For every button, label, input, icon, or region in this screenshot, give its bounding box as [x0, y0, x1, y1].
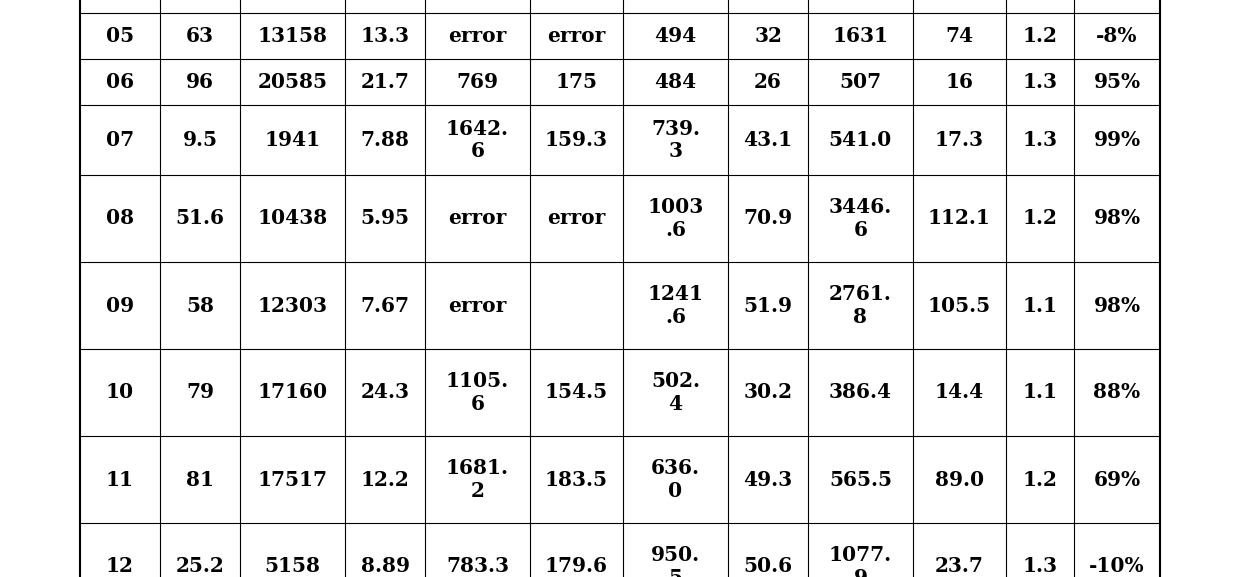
Text: 5158: 5158	[264, 556, 320, 576]
Text: 1.3: 1.3	[1023, 556, 1058, 576]
Text: 7.67: 7.67	[361, 295, 409, 316]
Text: 98%: 98%	[1094, 208, 1141, 228]
Text: 74: 74	[945, 26, 973, 46]
Text: 32: 32	[754, 26, 782, 46]
Text: 13158: 13158	[258, 26, 327, 46]
Text: 20585: 20585	[258, 72, 327, 92]
Text: 1077.
9: 1077. 9	[828, 545, 892, 577]
Text: 159.3: 159.3	[546, 130, 608, 150]
Text: 88%: 88%	[1094, 383, 1141, 403]
Text: 06: 06	[105, 72, 134, 92]
Text: 26: 26	[754, 72, 782, 92]
Text: 12: 12	[107, 556, 134, 576]
Text: 1.2: 1.2	[1023, 26, 1058, 46]
Text: 09: 09	[105, 295, 134, 316]
Text: error: error	[547, 26, 605, 46]
Text: error: error	[449, 295, 507, 316]
Text: 16: 16	[945, 72, 973, 92]
Text: 541.0: 541.0	[828, 130, 892, 150]
Text: 89.0: 89.0	[935, 470, 985, 489]
Text: error: error	[547, 208, 605, 228]
Text: 1941: 1941	[264, 130, 321, 150]
Text: 565.5: 565.5	[830, 470, 892, 489]
Text: 507: 507	[839, 72, 882, 92]
Text: 50.6: 50.6	[744, 556, 792, 576]
Text: 783.3: 783.3	[446, 556, 508, 576]
Text: 10: 10	[105, 383, 134, 403]
Text: 95%: 95%	[1094, 72, 1141, 92]
Text: 1681.
2: 1681. 2	[446, 458, 508, 501]
Text: 79: 79	[186, 383, 215, 403]
Text: 30.2: 30.2	[744, 383, 792, 403]
Text: 1642.
6: 1642. 6	[446, 119, 508, 161]
Text: 1.2: 1.2	[1023, 470, 1058, 489]
Text: -8%: -8%	[1096, 26, 1138, 46]
Text: error: error	[449, 208, 507, 228]
Text: 112.1: 112.1	[928, 208, 991, 228]
Text: error: error	[449, 26, 507, 46]
Text: 99%: 99%	[1094, 130, 1141, 150]
Text: 49.3: 49.3	[744, 470, 792, 489]
Text: 96: 96	[186, 72, 215, 92]
Text: 2761.
8: 2761. 8	[830, 284, 892, 327]
Text: 58: 58	[186, 295, 215, 316]
Text: 1631: 1631	[832, 26, 889, 46]
Text: 5.95: 5.95	[361, 208, 409, 228]
Text: 175: 175	[556, 72, 598, 92]
Text: 13.3: 13.3	[361, 26, 409, 46]
Text: 08: 08	[105, 208, 134, 228]
Text: 70.9: 70.9	[744, 208, 792, 228]
Text: 386.4: 386.4	[828, 383, 892, 403]
Text: -10%: -10%	[1089, 556, 1145, 576]
Text: 8.89: 8.89	[361, 556, 409, 576]
Text: 69%: 69%	[1094, 470, 1141, 489]
Text: 7.88: 7.88	[361, 130, 409, 150]
Text: 17517: 17517	[258, 470, 327, 489]
Text: 17160: 17160	[258, 383, 327, 403]
Text: 51.9: 51.9	[744, 295, 792, 316]
Text: 484: 484	[655, 72, 697, 92]
Text: 17.3: 17.3	[935, 130, 985, 150]
Text: 1.3: 1.3	[1023, 72, 1058, 92]
Text: 1003
.6: 1003 .6	[647, 197, 703, 239]
Text: 12.2: 12.2	[361, 470, 409, 489]
Text: 43.1: 43.1	[744, 130, 792, 150]
Text: 1.1: 1.1	[1023, 383, 1058, 403]
Text: 154.5: 154.5	[544, 383, 608, 403]
Text: 63: 63	[186, 26, 215, 46]
Text: 502.
4: 502. 4	[651, 372, 701, 414]
Text: 636.
0: 636. 0	[651, 458, 701, 501]
Text: 1241
.6: 1241 .6	[647, 284, 703, 327]
Text: 25.2: 25.2	[176, 556, 224, 576]
Text: 1.1: 1.1	[1023, 295, 1058, 316]
Text: 11: 11	[105, 470, 134, 489]
Text: 9.5: 9.5	[182, 130, 217, 150]
Text: 23.7: 23.7	[935, 556, 983, 576]
Text: 1105.
6: 1105. 6	[446, 372, 510, 414]
Text: 105.5: 105.5	[928, 295, 991, 316]
Text: 21.7: 21.7	[361, 72, 409, 92]
Text: 81: 81	[186, 470, 215, 489]
Text: 1.2: 1.2	[1023, 208, 1058, 228]
Text: 3446.
6: 3446. 6	[828, 197, 892, 239]
Text: 07: 07	[105, 130, 134, 150]
Text: 739.
3: 739. 3	[651, 119, 701, 161]
Text: 51.6: 51.6	[176, 208, 224, 228]
Text: 950.
5: 950. 5	[651, 545, 701, 577]
Text: 1.3: 1.3	[1023, 130, 1058, 150]
Text: 10438: 10438	[258, 208, 327, 228]
Text: 24.3: 24.3	[361, 383, 409, 403]
Text: 05: 05	[105, 26, 134, 46]
Text: 14.4: 14.4	[935, 383, 985, 403]
Text: 494: 494	[655, 26, 697, 46]
Text: 183.5: 183.5	[546, 470, 608, 489]
Text: 769: 769	[456, 72, 498, 92]
Text: 98%: 98%	[1094, 295, 1141, 316]
Text: 179.6: 179.6	[546, 556, 608, 576]
Text: 12303: 12303	[258, 295, 327, 316]
